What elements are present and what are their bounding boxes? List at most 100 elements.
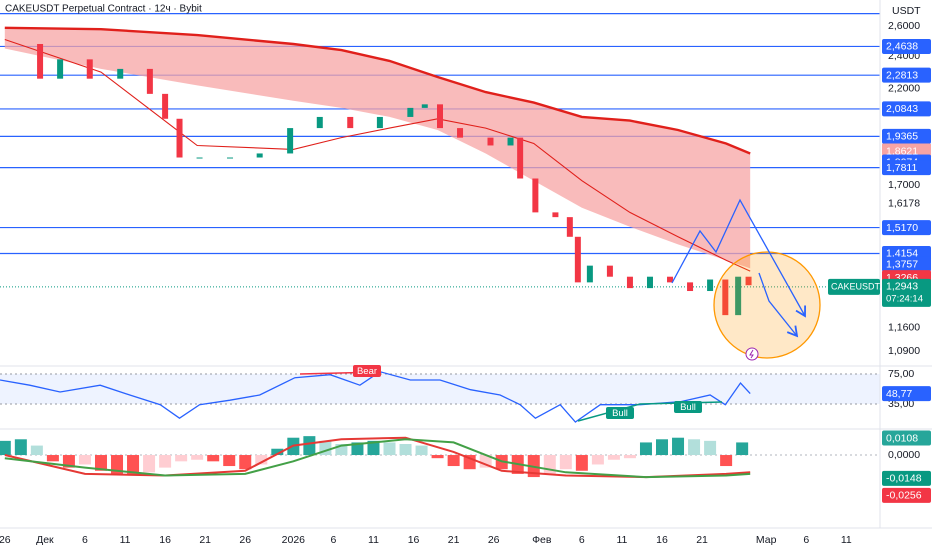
histogram-bar	[704, 440, 717, 456]
price-tag-label: 1,3757	[886, 258, 918, 270]
price-tag-label: 2,2813	[886, 69, 918, 81]
x-tick-label: 2026	[282, 534, 306, 546]
candle	[586, 265, 593, 283]
projection	[671, 198, 821, 361]
price-tag-label: 1,7811	[886, 162, 917, 174]
histogram-bar	[351, 442, 364, 456]
candle	[745, 276, 752, 286]
histogram-bar	[255, 455, 268, 465]
last-price-tag	[882, 278, 931, 307]
x-tick-label: 26	[0, 534, 11, 546]
signal-label-box	[353, 365, 381, 377]
x-tick-label: 21	[199, 534, 211, 546]
candle	[57, 59, 64, 79]
price-tag	[882, 256, 931, 272]
candle	[117, 68, 124, 79]
y-tick-label: 1,6178	[888, 197, 920, 209]
histogram-bar	[399, 444, 412, 456]
histogram-bar	[78, 455, 91, 465]
x-tick-label: 11	[841, 534, 852, 546]
histogram-bar	[591, 455, 604, 465]
x-tick-label: Мар	[756, 534, 777, 546]
price-tag	[882, 160, 931, 176]
currency: USDT	[892, 5, 921, 17]
histogram-bar	[46, 455, 59, 462]
last-value-label: 48,77	[886, 388, 912, 400]
candle	[287, 128, 294, 154]
x-tick-label: 16	[656, 534, 668, 546]
candle	[517, 137, 524, 179]
price-tag	[882, 38, 931, 54]
histogram-bar	[447, 455, 460, 467]
symbol-tag	[828, 278, 880, 295]
candle	[574, 236, 581, 283]
y-tick-label: 1,1600	[888, 322, 920, 334]
price-tag	[882, 220, 931, 236]
ma-fast	[4, 38, 751, 272]
histogram-bar	[143, 455, 156, 473]
signal-label: Bull	[680, 402, 696, 413]
candle	[552, 212, 559, 218]
candle	[162, 93, 169, 119]
candle	[86, 59, 93, 79]
countdown: 07:24:14	[886, 293, 923, 304]
y-tick-label: 1,0900	[888, 345, 920, 357]
alert-icon[interactable]	[745, 347, 759, 361]
histogram-bar	[0, 440, 11, 456]
x-tick-label: Дек	[36, 534, 54, 546]
histogram-bar	[672, 437, 685, 456]
candle	[437, 104, 443, 129]
price-tag-label: 1,8621	[886, 145, 918, 157]
candle	[507, 137, 514, 146]
price-tag	[882, 128, 931, 144]
projection-path	[671, 198, 806, 318]
highlight-circle	[713, 251, 821, 359]
x-tick-label: 11	[368, 534, 379, 546]
y-tick-label: 2,2000	[888, 83, 920, 95]
candle	[376, 116, 383, 129]
histogram-bar	[736, 442, 749, 456]
candle	[227, 157, 234, 159]
x-tick-label: 6	[330, 534, 336, 546]
x-tick-label: 6	[82, 534, 88, 546]
x-tick-label: 6	[803, 534, 809, 546]
x-tick-label: 26	[239, 534, 251, 546]
candle	[421, 104, 428, 108]
x-tick-label: 26	[488, 534, 500, 546]
y-tick-label: 1,7000	[888, 179, 920, 191]
histogram-bar	[30, 445, 43, 456]
candle	[532, 178, 539, 213]
histogram-bar	[575, 455, 588, 471]
price-tag-label: 1,4154	[886, 248, 918, 260]
price-tag-label: -0,0148	[886, 473, 922, 485]
histogram-bar	[303, 436, 316, 456]
price-tag-label: 1,9365	[886, 131, 918, 143]
histogram-bar	[607, 455, 620, 460]
histogram-bar	[271, 448, 284, 456]
candle	[347, 116, 354, 129]
candle	[146, 68, 153, 94]
histogram-bar	[207, 455, 220, 462]
x-tick-label: 11	[120, 534, 131, 546]
histogram-bar	[159, 455, 172, 468]
candle	[735, 276, 742, 316]
candle	[687, 282, 694, 292]
candle	[566, 217, 573, 237]
histogram-bar	[720, 455, 733, 467]
y-tick-label: 2,6000	[888, 20, 920, 32]
price-tag-label: 0,0108	[886, 432, 918, 444]
candle	[487, 137, 494, 146]
candle	[407, 107, 414, 117]
x-tick-label: 6	[579, 534, 585, 546]
symbol-label: CAKEUSDT.P	[831, 282, 888, 292]
price-tag	[882, 487, 931, 503]
candle	[707, 279, 714, 292]
alert-bolt	[749, 349, 754, 359]
histogram-bar	[559, 455, 572, 470]
price-tag	[882, 470, 931, 486]
x-tick-label: 11	[616, 534, 627, 546]
histogram-bar	[111, 455, 124, 474]
y-tick-label: 75,00	[888, 368, 914, 380]
candle	[176, 118, 183, 158]
projection-path	[758, 272, 799, 338]
